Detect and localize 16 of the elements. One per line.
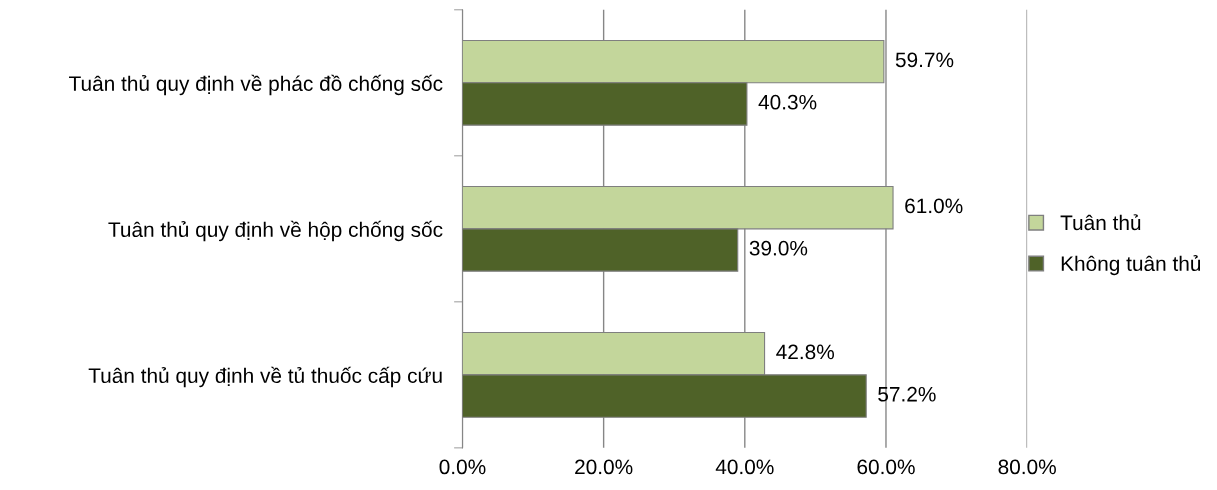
- data-label: 39.0%: [749, 240, 808, 256]
- x-tick-label: 80.0%: [998, 459, 1056, 475]
- data-label: 42.8%: [776, 344, 835, 360]
- data-label: 61.0%: [905, 198, 963, 214]
- x-tick-label: 40.0%: [715, 459, 774, 475]
- legend-label: Tuân thủ: [1060, 214, 1141, 231]
- x-tick-label: 20.0%: [575, 459, 633, 475]
- data-label: 59.7%: [895, 52, 954, 68]
- x-tick-label: 0.0%: [439, 459, 486, 475]
- x-tick-label: 60.0%: [857, 459, 915, 475]
- data-label: 40.3%: [758, 94, 817, 110]
- data-label: 57.2%: [878, 386, 936, 402]
- y-tick-label: Tuân thủ quy định về hộp chống sốc: [108, 220, 443, 242]
- y-tick-label: Tuân thủ quy định về tủ thuốc cấp cứu: [88, 366, 442, 388]
- y-tick-label: Tuân thủ quy định về phác đồ chống sốc: [69, 74, 443, 96]
- legend-label: Không tuân thủ: [1061, 255, 1201, 276]
